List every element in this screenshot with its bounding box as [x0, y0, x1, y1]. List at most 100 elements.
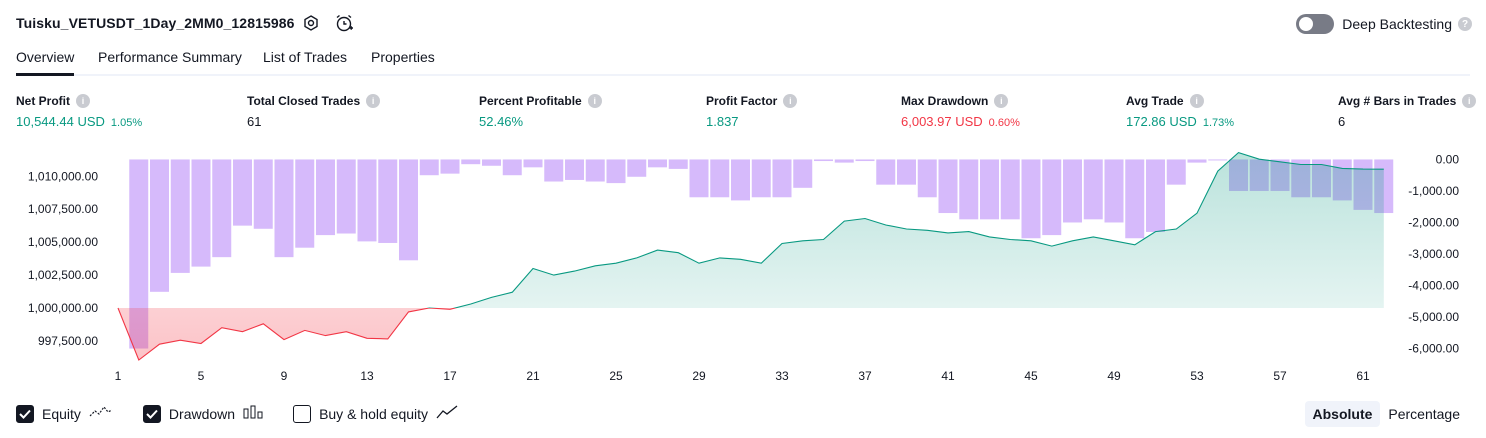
drawdown-bar: [129, 159, 149, 349]
metric-avg-trade: Avg Trade i 172.86 USD 1.73%: [1126, 94, 1234, 129]
drawdown-bar: [585, 159, 605, 182]
drawdown-bar: [938, 159, 958, 214]
settings-gear-icon[interactable]: [301, 13, 321, 33]
info-icon[interactable]: i: [1189, 94, 1204, 108]
info-icon[interactable]: i: [366, 94, 381, 108]
equity-chart-svg[interactable]: 1,010,000.00 1,007,500.00 1,005,000.00 1,00…: [0, 140, 1486, 395]
deep-backtesting-toggle[interactable]: [1296, 14, 1335, 34]
drawdown-bar: [689, 159, 709, 198]
drawdown-bar: [959, 159, 979, 220]
drawdown-bar: [1083, 159, 1103, 220]
equity-loss-area: [118, 307, 1384, 360]
x-axis-tick: 21: [526, 369, 540, 383]
x-axis-tick: 25: [609, 369, 623, 383]
help-icon[interactable]: ?: [1458, 17, 1472, 31]
bar-chart-icon: [243, 405, 263, 424]
x-axis-tick: 61: [1356, 369, 1370, 383]
metric-value: 1.837: [706, 114, 739, 129]
equity-line-negative: [117, 307, 458, 361]
drawdown-bar: [751, 159, 771, 198]
drawdown-bar: [191, 159, 211, 267]
drawdown-bar: [1000, 159, 1020, 220]
metric-max-drawdown: Max Drawdown i 6,003.97 USD 0.60%: [901, 94, 1020, 129]
info-icon[interactable]: i: [587, 94, 602, 108]
tab-performance-summary[interactable]: Performance Summary: [98, 49, 242, 65]
right-axis-tick: -6,000.00: [1408, 342, 1459, 356]
drawdown-toggle[interactable]: Drawdown: [142, 405, 263, 424]
drawdown-bar: [336, 159, 356, 234]
tab-list-of-trades[interactable]: List of Trades: [263, 49, 348, 65]
metric-profit-factor: Profit Factor i 1.837: [706, 94, 798, 129]
right-axis-tick: 0.00: [1436, 152, 1460, 166]
x-axis-tick: 29: [692, 369, 706, 383]
drawdown-bar: [731, 159, 750, 201]
metric-value: 6,003.97 USD 0.60%: [901, 114, 1020, 129]
drawdown-checkbox[interactable]: [142, 405, 161, 423]
x-axis-tick: 9: [281, 369, 288, 383]
buy-hold-toggle[interactable]: Buy & hold equity: [293, 404, 458, 424]
drawdown-bar: [316, 159, 335, 236]
drawdown-bar: [212, 159, 232, 258]
info-icon[interactable]: i: [76, 94, 90, 108]
equity-line-positive: [118, 151, 1384, 308]
metric-value: 172.86 USD 1.73%: [1126, 114, 1235, 129]
metric-label: Profit Factor: [706, 94, 778, 108]
chart-legend: Equity Drawdown Buy & hold equity: [16, 403, 488, 425]
drawdown-bar: [440, 159, 460, 174]
x-axis-tick: 33: [775, 369, 789, 383]
drawdown-bar: [1146, 159, 1165, 232]
tab-overview[interactable]: Overview: [16, 49, 75, 76]
equity-checkbox[interactable]: [16, 405, 34, 423]
deep-backtesting-label: Deep Backtesting: [1342, 16, 1452, 32]
x-axis-tick: 49: [1107, 369, 1121, 383]
metric-percent: 1.73%: [1202, 117, 1235, 129]
alarm-clock-add-icon[interactable]: [334, 13, 354, 33]
drawdown-bar: [1063, 159, 1082, 223]
x-axis-tick: 41: [941, 369, 955, 383]
drawdown-bar: [668, 159, 688, 169]
right-axis-tick: -2,000.00: [1408, 215, 1459, 229]
equity-chart[interactable]: 1,010,000.00 1,007,500.00 1,005,000.00 1,00…: [0, 140, 1486, 395]
drawdown-bar: [1125, 159, 1145, 239]
drawdown-bar: [1187, 159, 1207, 163]
drawdown-bar: [1021, 159, 1041, 239]
left-axis-tick: 1,000,000.00: [28, 301, 98, 315]
info-icon[interactable]: i: [783, 94, 798, 108]
x-axis-tick: 17: [443, 369, 457, 383]
strategy-header: Tuisku_VETUSDT_1Day_2MM0_12815986 Deep B…: [16, 12, 1472, 36]
drawdown-bar: [980, 159, 999, 220]
left-axis-tick: 1,007,500.00: [28, 202, 98, 216]
left-axis-tick: 1,005,000.00: [28, 235, 98, 249]
drawdown-bar: [502, 159, 522, 176]
metric-percent: 1.05%: [110, 117, 143, 129]
buy-hold-checkbox[interactable]: [293, 405, 312, 423]
right-axis-tick: -4,000.00: [1408, 279, 1459, 293]
metric-label: Net Profit: [16, 94, 70, 108]
absolute-button[interactable]: Absolute: [1304, 401, 1381, 427]
tab-properties[interactable]: Properties: [371, 49, 435, 65]
metric-avg-bars-in-trades: Avg # Bars in Trades i 6: [1338, 94, 1477, 129]
x-axis-tick: 5: [198, 369, 205, 383]
equity-line-icon: [89, 405, 113, 424]
buy-hold-label: Buy & hold equity: [319, 406, 429, 422]
drawdown-bar: [253, 159, 273, 229]
deep-backtesting-control: Deep Backtesting ?: [1296, 12, 1472, 36]
drawdown-bar: [170, 159, 190, 273]
drawdown-bar: [627, 159, 647, 177]
report-tabs: Overview Performance Summary List of Tra…: [16, 44, 1470, 76]
info-icon[interactable]: i: [1462, 94, 1477, 108]
equity-toggle[interactable]: Equity: [16, 405, 113, 424]
drawdown-bar: [419, 159, 439, 176]
x-axis-tick: 13: [360, 369, 374, 383]
info-icon[interactable]: i: [994, 94, 1009, 108]
drawdown-bar: [793, 159, 813, 188]
metric-label: Avg Trade: [1126, 94, 1184, 108]
right-axis-tick: -3,000.00: [1408, 247, 1459, 261]
drawdown-bar: [606, 159, 626, 184]
drawdown-bar: [1208, 159, 1228, 161]
drawdown-bar: [772, 159, 792, 198]
percentage-button[interactable]: Percentage: [1388, 406, 1460, 422]
drawdown-bar: [357, 159, 377, 242]
drawdown-bar: [461, 159, 481, 165]
drawdown-bar: [917, 159, 937, 198]
